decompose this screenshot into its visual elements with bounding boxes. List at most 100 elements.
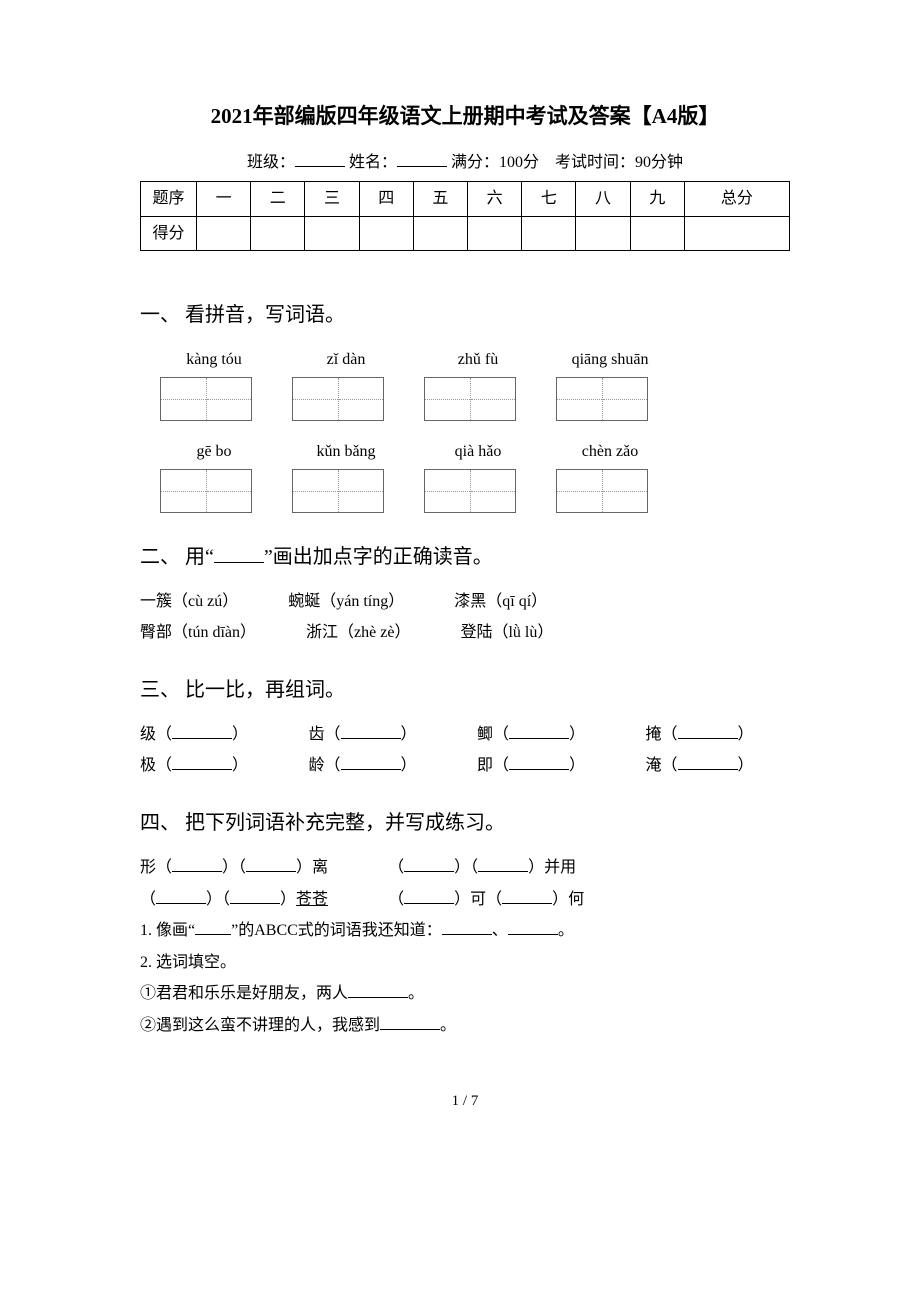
class-blank[interactable]: [295, 151, 345, 167]
char-box[interactable]: [556, 377, 648, 421]
q3-blank[interactable]: [678, 723, 738, 739]
q4-blank[interactable]: [246, 856, 296, 872]
q2-word: 蜿蜒: [288, 593, 320, 610]
q3-blank[interactable]: [509, 754, 569, 770]
q4-sub2-1: ①君君和乐乐是好朋友，两人。: [140, 981, 790, 1007]
name-blank[interactable]: [397, 151, 447, 167]
col-4: 四: [359, 182, 413, 217]
pinyin-label: kàng tóu: [168, 347, 260, 373]
col-6: 六: [468, 182, 522, 217]
section-1-head: 一、 看拼音，写词语。: [140, 299, 790, 331]
pinyin-label: chèn zǎo: [564, 439, 656, 465]
char-box[interactable]: [556, 469, 648, 513]
col-8: 八: [576, 182, 630, 217]
q4-blank[interactable]: [404, 856, 454, 872]
char-box[interactable]: [424, 377, 516, 421]
q4-text: 形: [140, 859, 156, 876]
q3-blank[interactable]: [341, 723, 401, 739]
q2-pinyin: （lǜ lù）: [492, 624, 553, 641]
pinyin-row-2: gē bo kǔn bǎng qià hǎo chèn zǎo: [168, 439, 790, 465]
col-5: 五: [413, 182, 467, 217]
q4-end: 。: [408, 985, 424, 1002]
char-box[interactable]: [424, 469, 516, 513]
q2-pinyin: （zhè zè）: [338, 624, 410, 641]
score-cell[interactable]: [630, 216, 684, 251]
q4-end: 。: [440, 1017, 456, 1034]
q3-item: 龄（）: [309, 753, 454, 779]
time-label: 考试时间：90分钟: [555, 154, 683, 171]
q2-item: 漆黑（qī qí）: [454, 589, 547, 615]
score-cell[interactable]: [251, 216, 305, 251]
q4-sub1-blank[interactable]: [442, 919, 492, 935]
score-cell[interactable]: [197, 216, 251, 251]
q3-item: 极（）: [140, 753, 285, 779]
q4-text: 离: [312, 859, 328, 876]
q2-pinyin: （qī qí）: [486, 593, 547, 610]
q4-sub2-2-text: ②遇到这么蛮不讲理的人，我感到: [140, 1017, 380, 1034]
q3-blank[interactable]: [678, 754, 738, 770]
q3-item: 淹（）: [646, 753, 791, 779]
q3-item: 掩（）: [646, 722, 791, 748]
q4-sub1: 1. 像画“ ”的ABCC式的词语我还知道： 、 。: [140, 918, 790, 944]
score-cell[interactable]: [522, 216, 576, 251]
col-total: 总分: [684, 182, 789, 217]
q4-sub2-2: ②遇到这么蛮不讲理的人，我感到 。: [140, 1013, 790, 1039]
q3-blank[interactable]: [341, 754, 401, 770]
q3-blank[interactable]: [509, 723, 569, 739]
score-table: 题序 一 二 三 四 五 六 七 八 九 总分 得分: [140, 181, 790, 251]
col-9: 九: [630, 182, 684, 217]
q4-blank[interactable]: [478, 856, 528, 872]
row-head-0: 题序: [141, 182, 197, 217]
score-cell[interactable]: [468, 216, 522, 251]
q4-sub1-end: 。: [558, 922, 574, 939]
section-2-head: 二、 用“”画出加点字的正确读音。: [140, 541, 790, 573]
q2-item: 臀部（tún dīàn）: [140, 620, 256, 646]
q3-char: 鲫: [477, 726, 493, 743]
exam-title: 2021年部编版四年级语文上册期中考试及答案【A4版】: [140, 100, 790, 134]
char-box[interactable]: [160, 469, 252, 513]
score-cell[interactable]: [305, 216, 359, 251]
q3-row-2: 极（） 龄（） 即（） 淹（）: [140, 753, 790, 779]
q2-word: 臀部: [140, 624, 172, 641]
q4-blank[interactable]: [502, 888, 552, 904]
col-3: 三: [305, 182, 359, 217]
q4-sub1-sep: 、: [492, 922, 508, 939]
score-cell[interactable]: [413, 216, 467, 251]
q3-blank[interactable]: [172, 723, 232, 739]
q4-row-2: （）（）苍苍 （）可（）何: [140, 887, 790, 913]
q4-item: 形（）（）离: [140, 855, 328, 881]
q4-blank[interactable]: [230, 888, 280, 904]
q3-blank[interactable]: [172, 754, 232, 770]
char-box[interactable]: [292, 377, 384, 421]
score-cell[interactable]: [359, 216, 413, 251]
q3-char: 掩: [646, 726, 662, 743]
q4-sub2-1-blank[interactable]: [348, 982, 408, 998]
q4-blank[interactable]: [172, 856, 222, 872]
q4-blank[interactable]: [404, 888, 454, 904]
q4-item: （）可（）何: [388, 887, 584, 913]
q3-char: 极: [140, 757, 156, 774]
q3-char: 齿: [309, 726, 325, 743]
name-label: 姓名：: [349, 154, 397, 171]
q3-char: 级: [140, 726, 156, 743]
char-box[interactable]: [292, 469, 384, 513]
q3-char: 即: [477, 757, 493, 774]
col-1: 一: [197, 182, 251, 217]
q4-sub1-mid: ”的ABCC式的词语我还知道：: [231, 922, 442, 939]
q3-item: 级（）: [140, 722, 285, 748]
score-cell[interactable]: [576, 216, 630, 251]
q4-sub1-prefix: 1. 像画“: [140, 922, 195, 939]
score-cell[interactable]: [684, 216, 789, 251]
char-box[interactable]: [160, 377, 252, 421]
pinyin-label: qiāng shuān: [564, 347, 656, 373]
pinyin-row-1: kàng tóu zǐ dàn zhǔ fù qiāng shuān: [168, 347, 790, 373]
q4-sub1-blank[interactable]: [508, 919, 558, 935]
row-head-1: 得分: [141, 216, 197, 251]
s2-prefix: 二、 用“: [140, 546, 214, 568]
q2-pinyin: （tún dīàn）: [172, 624, 256, 641]
q4-blank[interactable]: [156, 888, 206, 904]
q4-sub2-2-blank[interactable]: [380, 1014, 440, 1030]
col-7: 七: [522, 182, 576, 217]
col-2: 二: [251, 182, 305, 217]
q4-text: 可: [470, 891, 486, 908]
